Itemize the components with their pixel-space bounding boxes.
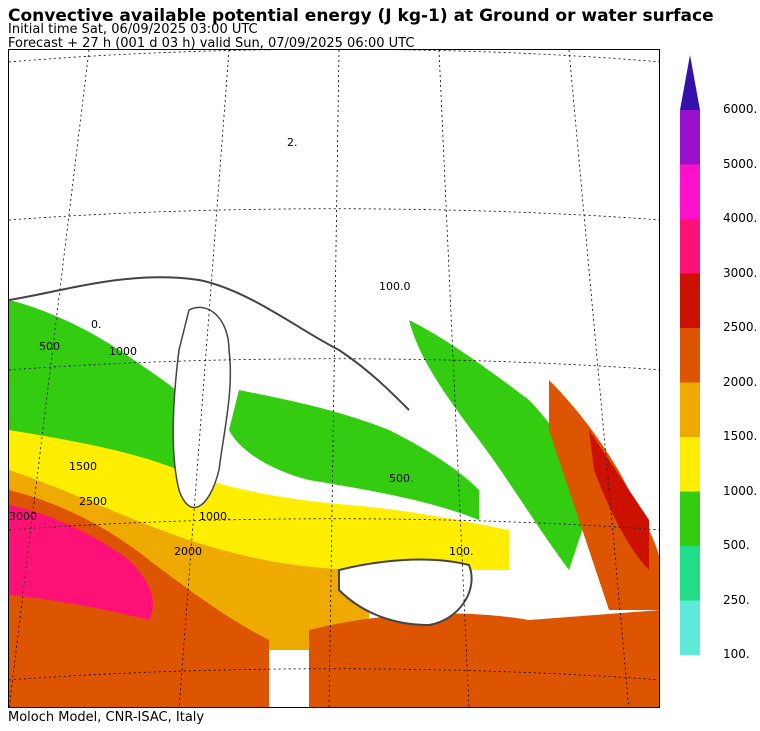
cape-band-ionian-core — [589, 430, 649, 570]
cape-band-ionian — [549, 380, 659, 610]
legend-label: 5000. — [723, 156, 758, 171]
legend-swatch — [680, 219, 700, 274]
legend-label: 2500. — [723, 320, 758, 334]
cape-band-tyrrhenian — [229, 390, 479, 520]
legend-label: 3000. — [723, 265, 758, 280]
legend-swatch — [680, 600, 700, 655]
legend-swatch — [680, 437, 700, 492]
legend-swatch — [680, 328, 700, 383]
map-title: Convective available potential energy (J… — [8, 6, 714, 26]
cape-band-pink — [9, 505, 153, 620]
contour-label: 1500 — [69, 460, 97, 473]
legend-swatch — [680, 491, 700, 546]
legend-swatch — [680, 382, 700, 437]
legend-swatch — [680, 546, 700, 601]
legend-label: 100. — [723, 647, 750, 661]
cape-map: 2. 0. 100.0 1000 500 2500 2000 1500 1000… — [8, 49, 660, 708]
legend-swatch — [680, 164, 700, 219]
contour-label: 500. — [389, 472, 414, 485]
contour-label: 100. — [449, 545, 474, 558]
legend-label: 250. — [723, 592, 750, 607]
contour-label: 1000 — [109, 345, 137, 358]
graticule — [9, 50, 659, 707]
legend-label: 1500. — [723, 429, 758, 443]
model-credit: Moloch Model, CNR-ISAC, Italy — [8, 710, 205, 725]
color-legend: 100. 250. 500. 1000. 1500. 2000. 2500. 3000. 400… — [680, 52, 760, 661]
legend-swatch — [680, 273, 700, 328]
contour-label: 1000. — [199, 510, 231, 523]
legend-label: 6000. — [723, 102, 758, 116]
island-sicily — [338, 558, 473, 627]
cape-band-south — [309, 610, 659, 707]
contour-label: 0. — [91, 318, 102, 331]
map-canvas: 2. 0. 100.0 1000 500 2500 2000 1500 1000… — [9, 50, 659, 707]
legend-label: 2000. — [723, 374, 758, 389]
contour-label: 2500 — [79, 495, 107, 508]
legend-colorbar — [680, 55, 700, 655]
contour-label: 2000 — [174, 545, 202, 558]
contour-label: 2. — [287, 136, 298, 149]
contour-label: 3000 — [9, 510, 37, 523]
coastline — [9, 276, 410, 411]
contour-label: 500 — [39, 340, 60, 353]
legend-arrow — [680, 55, 700, 110]
legend-label: 4000. — [723, 211, 758, 225]
forecast-valid-label: Forecast + 27 h (001 d 03 h) valid Sun, … — [8, 36, 415, 51]
legend-swatch — [680, 110, 700, 165]
contour-label: 100.0 — [379, 280, 411, 293]
initial-time-label: Initial time Sat, 06/09/2025 03:00 UTC — [8, 22, 258, 37]
legend-label: 1000. — [723, 483, 758, 498]
island-corsica-sardinia — [172, 306, 232, 509]
cape-band-adriatic — [409, 320, 589, 570]
legend-label: 500. — [723, 538, 750, 552]
